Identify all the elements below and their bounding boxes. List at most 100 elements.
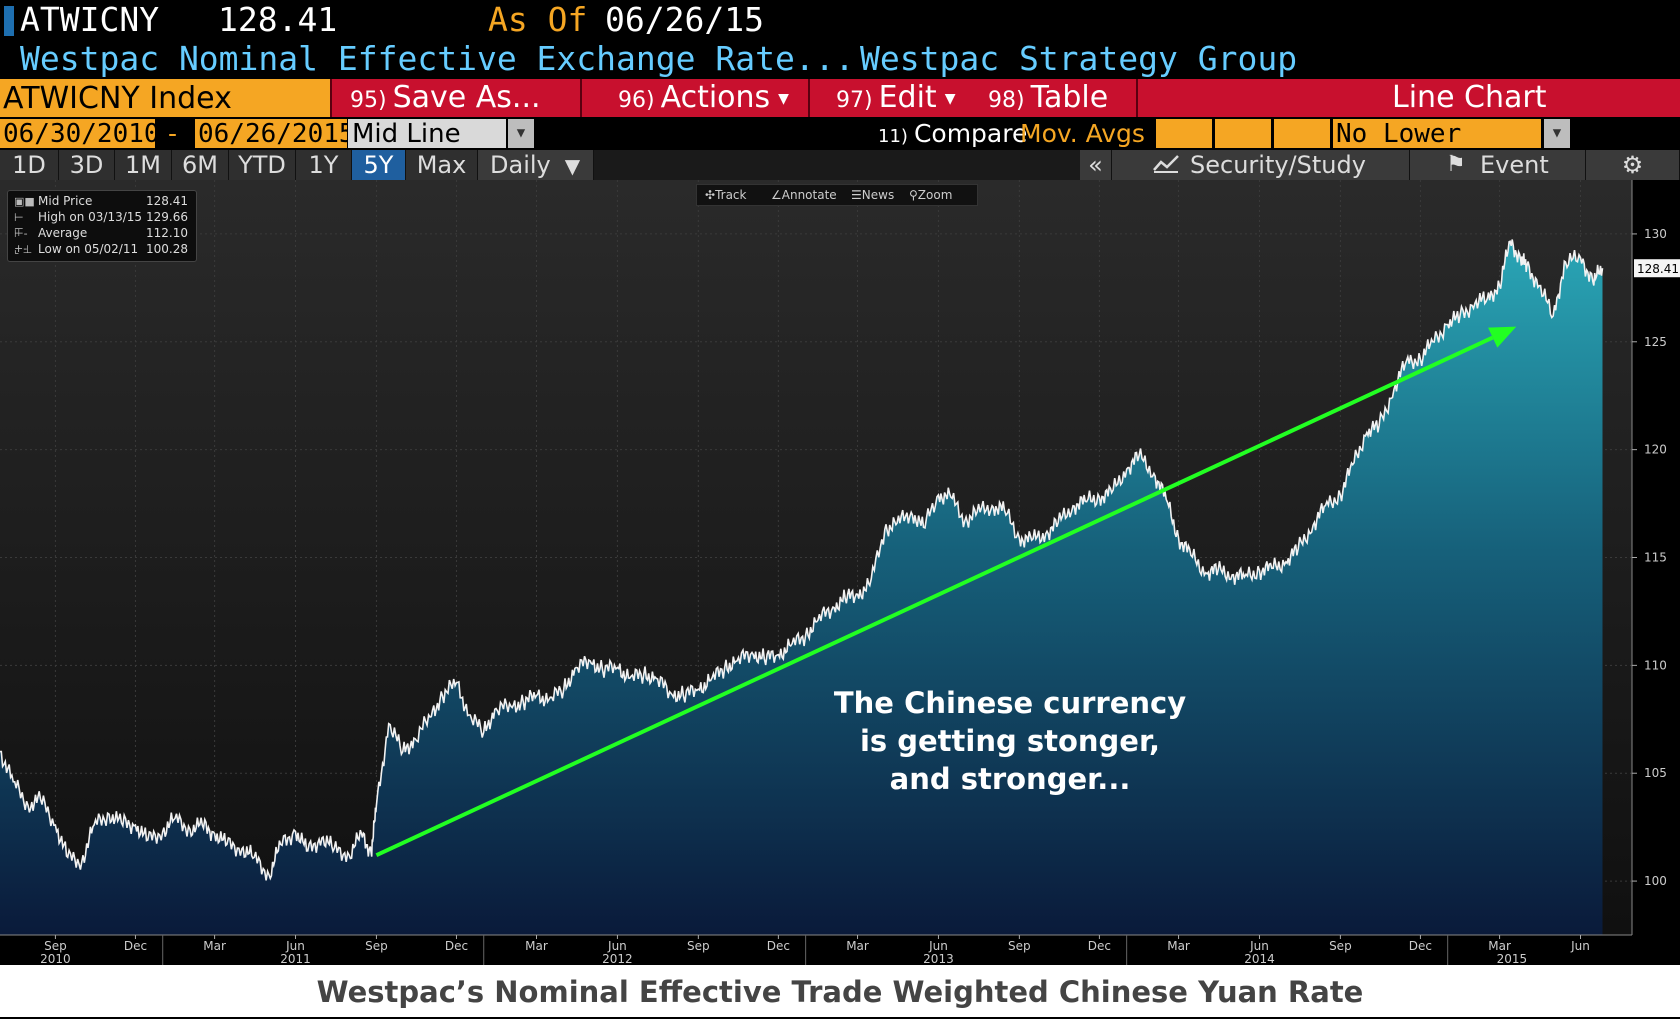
y-tick-label: 125 <box>1644 335 1667 349</box>
annotation-line-1: The Chinese currency <box>834 686 1186 720</box>
y-tick-label: 110 <box>1644 658 1667 672</box>
lower-chart-select[interactable]: No Lower Chart <box>1333 119 1541 179</box>
start-date-input[interactable]: 06/30/2010 <box>0 119 160 149</box>
x-tick-label: Mar <box>525 939 548 953</box>
table-number: 98) <box>988 88 1025 113</box>
chart-area: 100 105 110 115 120 125 130 Sep Dec Mar Jun Sep Dec… <box>0 180 1680 966</box>
legend-high-label: High on 03/13/15 <box>38 210 143 224</box>
annotate-label: Annotate <box>781 188 837 202</box>
event-button[interactable]: ⚑ Event <box>1410 150 1586 180</box>
compare-label: Compare <box>913 119 1028 148</box>
legend-mid-label: Mid Price <box>38 194 93 208</box>
indicator-slot[interactable] <box>1156 119 1212 148</box>
description-bar: Westpac Nominal Effective Exchange Rate.… <box>0 40 1680 78</box>
chevron-down-icon: ▼ <box>944 90 956 107</box>
study-icon <box>1152 150 1182 183</box>
period-ytd[interactable]: YTD <box>229 150 296 180</box>
field-select[interactable]: Mid Line <box>348 119 506 149</box>
indicator-slot[interactable] <box>1274 119 1330 148</box>
period-3d[interactable]: 3D <box>59 150 115 180</box>
trend-arrow-line <box>375 335 1494 858</box>
end-date-input[interactable]: 06/26/2015 <box>195 119 355 149</box>
period-max[interactable]: Max <box>406 150 478 180</box>
x-tick-label: Jun <box>1570 939 1590 953</box>
annotation-line-2: is getting stonger, <box>860 724 1160 758</box>
period-1y[interactable]: 1Y <box>296 150 352 180</box>
y-tick-label: 115 <box>1644 551 1667 565</box>
price-chart[interactable]: 100 105 110 115 120 125 130 Sep Dec Mar Jun Sep Dec… <box>0 180 1680 966</box>
period-1d[interactable]: 1D <box>0 150 59 180</box>
y-tick-label: 100 <box>1644 874 1667 888</box>
divider <box>330 79 332 117</box>
collapse-button[interactable]: « <box>1080 150 1112 180</box>
cursor-marker <box>4 6 14 36</box>
period-toolbar: 1D 3D 1M 6M YTD 1Y 5Y Max Daily ▼ « Secur… <box>0 150 1680 180</box>
y-axis-panel <box>1632 180 1680 935</box>
period-6m[interactable]: 6M <box>172 150 229 180</box>
frequency-select[interactable]: Daily ▼ <box>478 150 594 180</box>
x-tick-label: Dec <box>1088 939 1111 953</box>
edit-menu[interactable]: 97) Edit ▼ <box>836 79 955 117</box>
x-tick-label: Dec <box>124 939 147 953</box>
chevron-down-icon: ▼ <box>564 154 581 178</box>
legend-row-low: ⌞ ⊥ Low on 05/02/11 100.28 <box>12 242 192 257</box>
legend-mid-value: 128.41 <box>146 194 188 208</box>
security-field[interactable]: ATWICNY Index <box>0 79 330 117</box>
y-tick-label: 130 <box>1644 227 1667 241</box>
legend-average-value: 112.10 <box>146 226 188 240</box>
legend-row-average: ⊢-+- Average 112.10 <box>12 226 192 255</box>
legend-box: ▣■ Mid Price 128.41 ⊢ ⊤ High on 03/13/15… <box>7 190 197 262</box>
period-5y[interactable]: 5Y <box>352 150 406 180</box>
x-tick-label: Sep <box>1329 939 1352 953</box>
legend-average-label: Average <box>38 226 88 240</box>
divider <box>580 79 582 117</box>
ticker-symbol: ATWICNY <box>20 0 160 39</box>
table-button[interactable]: 98) Table <box>988 79 1108 117</box>
chart-caption: Westpac’s Nominal Effective Trade Weight… <box>0 965 1680 1017</box>
track-label: Track <box>715 188 747 202</box>
average-marker-icon: ⊢-+- <box>14 227 28 255</box>
zoom-tool[interactable]: ⚲ Zoom <box>909 185 952 205</box>
event-label: Event <box>1480 151 1549 179</box>
annotate-tool[interactable]: ∠ Annotate <box>771 185 837 205</box>
period-1m[interactable]: 1M <box>115 150 172 180</box>
news-tool[interactable]: ☰ News <box>851 185 894 205</box>
x-axis-panel <box>0 935 1680 965</box>
track-tool[interactable]: ✣ Track <box>705 185 746 205</box>
security-study-label: Security/Study <box>1190 151 1366 179</box>
save-as-button[interactable]: 95) Save As... <box>350 79 541 117</box>
zoom-label: Zoom <box>917 188 953 202</box>
x-tick-label: Jun <box>607 939 627 953</box>
divider <box>808 79 810 117</box>
save-as-label: Save As... <box>392 80 541 115</box>
menu-bar: ATWICNY Index 95) Save As... 96) Actions ▼ … <box>0 79 1680 117</box>
x-axis: Sep Dec Mar Jun Sep Dec Mar Jun Sep Dec Mar Jun Sep D… <box>0 934 1632 966</box>
high-marker-icon: ⊢ ⊤ <box>14 211 24 239</box>
square-icon: ▣■ <box>14 195 35 208</box>
mov-avgs-label: Mov. Avgs <box>1020 119 1145 148</box>
chevron-down-icon[interactable]: ▼ <box>508 119 534 148</box>
year-label: 2015 <box>1497 952 1528 965</box>
x-tick-label: Mar <box>1488 939 1511 953</box>
save-as-number: 95) <box>350 88 387 113</box>
annotation-line-3: and stronger... <box>890 762 1131 796</box>
y-tick-label: 120 <box>1644 443 1667 457</box>
last-price-box-bg <box>1634 259 1680 278</box>
chevron-down-icon[interactable]: ▼ <box>1544 119 1570 148</box>
security-study-button[interactable]: Security/Study <box>1112 150 1410 180</box>
trend-arrow-head <box>1488 326 1517 348</box>
divider <box>1136 79 1138 117</box>
year-label: 2013 <box>923 952 954 965</box>
legend-row-high: ⊢ ⊤ High on 03/13/15 129.66 <box>12 210 192 239</box>
ticker-header: ATWICNY 128.41 As Of 06/26/15 <box>0 0 1680 40</box>
price-area <box>0 239 1603 935</box>
actions-menu[interactable]: 96) Actions ▼ <box>618 79 789 117</box>
legend-low-value: 100.28 <box>146 242 188 256</box>
indicator-slot[interactable] <box>1215 119 1271 148</box>
year-label: 2014 <box>1244 952 1275 965</box>
x-tick-label: Sep <box>365 939 388 953</box>
compare-button[interactable]: 11) Compare <box>878 118 1027 149</box>
edit-label: Edit <box>878 80 937 115</box>
gear-icon[interactable]: ⚙ <box>1586 150 1680 180</box>
actions-label: Actions <box>660 80 771 115</box>
